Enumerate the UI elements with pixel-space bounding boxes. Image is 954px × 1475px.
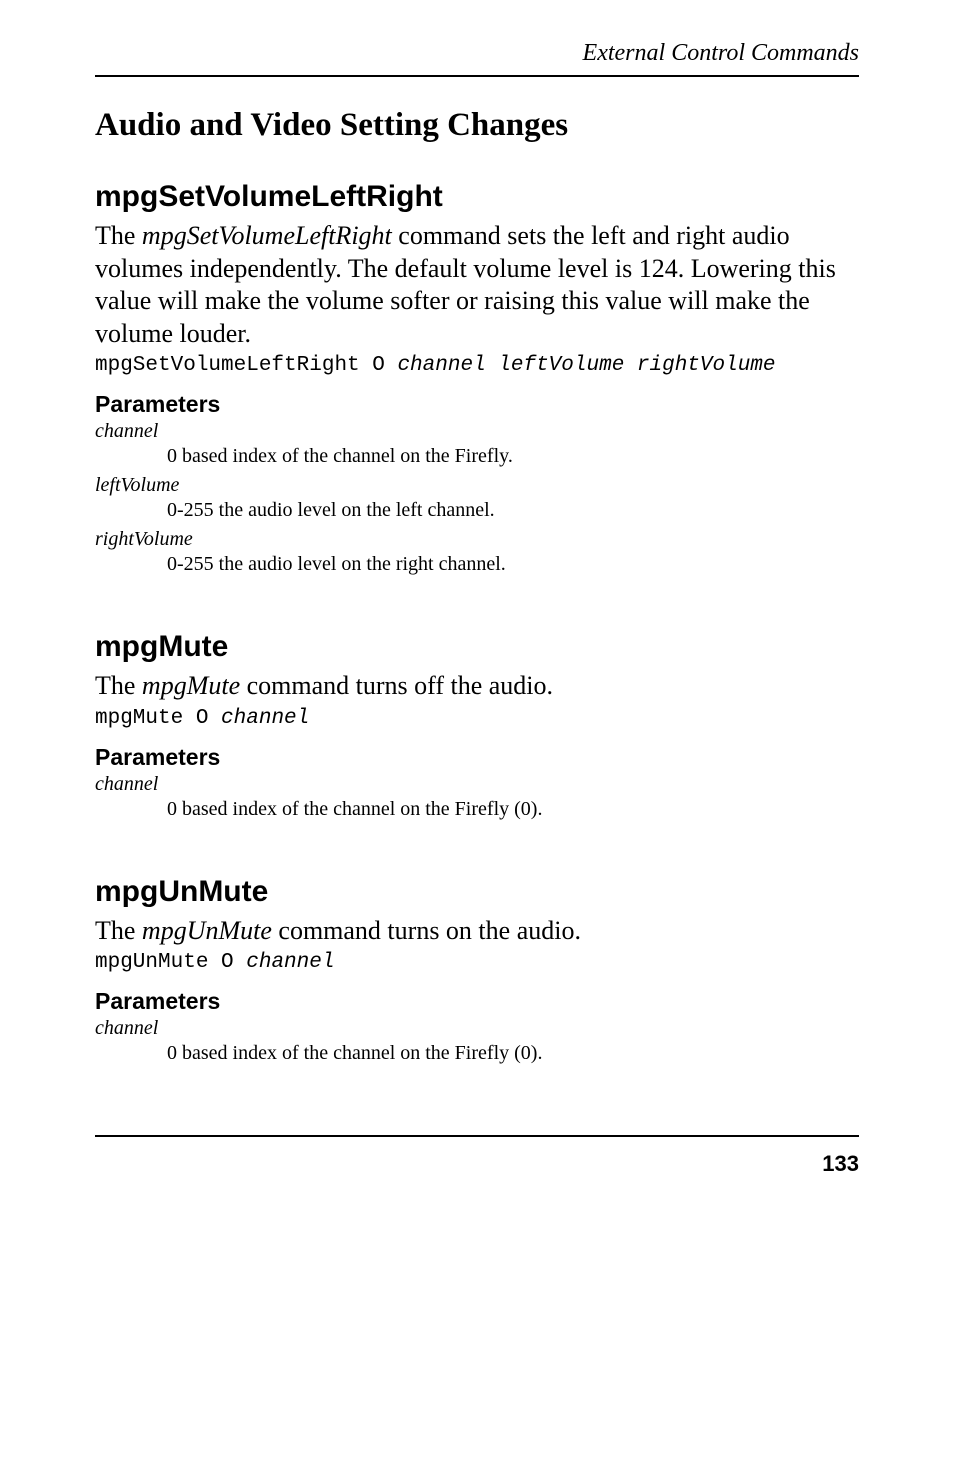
- command-name: mpgUnMute: [95, 875, 859, 909]
- desc-post: command turns off the audio.: [240, 671, 553, 700]
- param-desc: 0 based index of the channel on the Fire…: [167, 445, 859, 468]
- desc-pre: The: [95, 221, 142, 250]
- desc-pre: The: [95, 671, 142, 700]
- param-name: channel: [95, 1017, 859, 1040]
- header-rule: [95, 75, 859, 77]
- parameters-heading: Parameters: [95, 744, 859, 771]
- command-description: The mpgUnMute command turns on the audio…: [95, 915, 859, 948]
- parameters-heading: Parameters: [95, 988, 859, 1015]
- param-desc: 0 based index of the channel on the Fire…: [167, 1042, 859, 1065]
- param-name: leftVolume: [95, 474, 859, 497]
- command-name: mpgSetVolumeLeftRight: [95, 180, 859, 214]
- desc-cmd: mpgUnMute: [142, 916, 272, 945]
- code-plain: mpgUnMute O: [95, 951, 246, 974]
- command-name: mpgMute: [95, 630, 859, 664]
- page-number: 133: [95, 1151, 859, 1177]
- command-block: mpgSetVolumeLeftRight The mpgSetVolumeLe…: [95, 180, 859, 576]
- command-block: mpgUnMute The mpgUnMute command turns on…: [95, 875, 859, 1066]
- desc-post: command turns on the audio.: [272, 916, 581, 945]
- code-plain: mpgMute O: [95, 707, 221, 730]
- desc-cmd: mpgSetVolumeLeftRight: [142, 221, 392, 250]
- param-name: channel: [95, 773, 859, 796]
- command-block: mpgMute The mpgMute command turns off th…: [95, 630, 859, 821]
- desc-pre: The: [95, 916, 142, 945]
- command-description: The mpgMute command turns off the audio.: [95, 670, 859, 703]
- desc-cmd: mpgMute: [142, 671, 240, 700]
- code-args: channel: [246, 951, 334, 974]
- footer-rule: [95, 1135, 859, 1137]
- command-syntax: mpgUnMute O channel: [95, 951, 859, 974]
- param-desc: 0-255 the audio level on the left channe…: [167, 499, 859, 522]
- section-title: Audio and Video Setting Changes: [95, 107, 859, 144]
- code-args: channel: [221, 707, 309, 730]
- param-desc: 0-255 the audio level on the right chann…: [167, 553, 859, 576]
- param-name: channel: [95, 420, 859, 443]
- command-description: The mpgSetVolumeLeftRight command sets t…: [95, 220, 859, 350]
- running-header: External Control Commands: [95, 40, 859, 67]
- command-syntax: mpgSetVolumeLeftRight O channel leftVolu…: [95, 354, 859, 377]
- command-syntax: mpgMute O channel: [95, 707, 859, 730]
- parameters-heading: Parameters: [95, 391, 859, 418]
- page: External Control Commands Audio and Vide…: [0, 0, 954, 1217]
- code-plain: mpgSetVolumeLeftRight O: [95, 354, 397, 377]
- param-desc: 0 based index of the channel on the Fire…: [167, 798, 859, 821]
- param-name: rightVolume: [95, 528, 859, 551]
- code-args: channel leftVolume rightVolume: [397, 354, 775, 377]
